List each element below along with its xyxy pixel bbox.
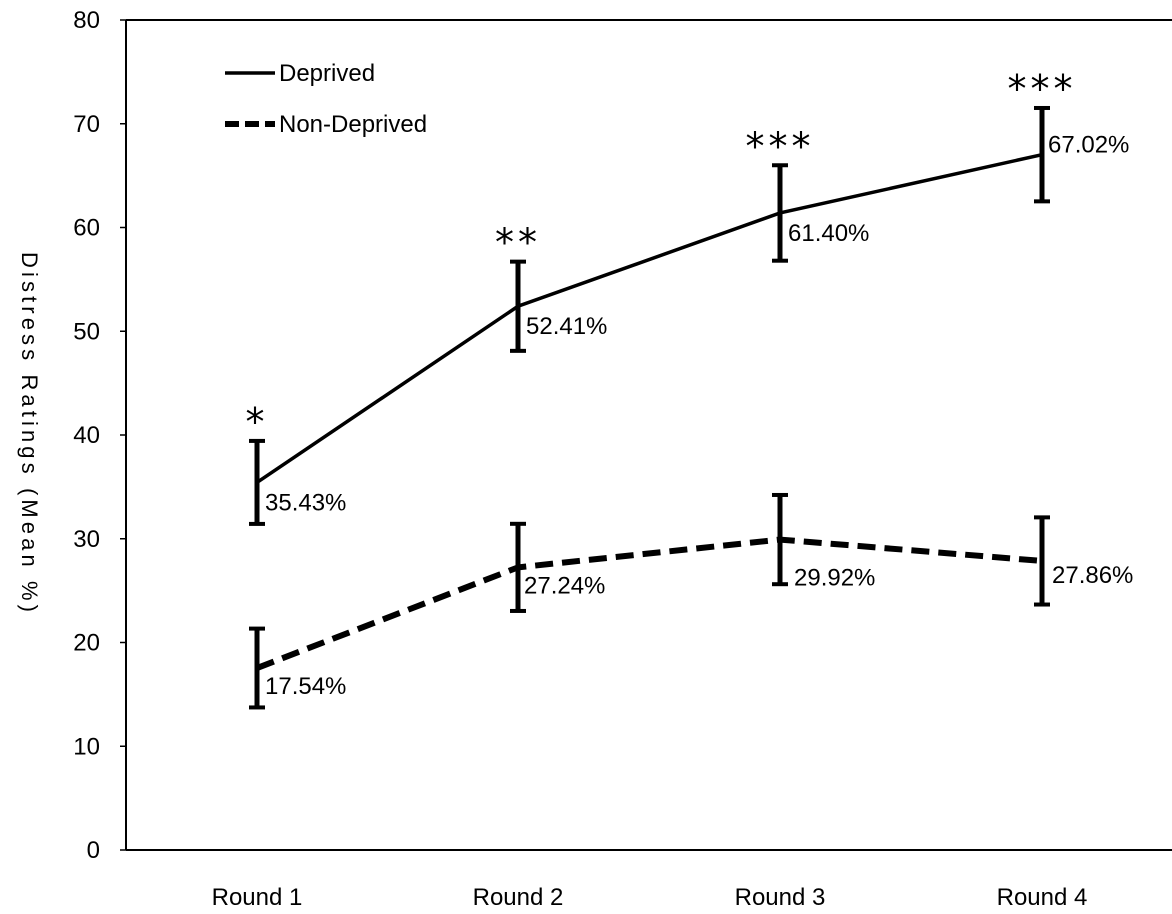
y-tick-label: 50 <box>73 318 100 345</box>
y-axis-title: Distress Ratings (Mean %) <box>17 252 42 612</box>
series-line-non-deprived <box>255 536 1043 671</box>
data-label: 52.41% <box>526 313 607 340</box>
data-point <box>255 480 259 484</box>
series-deprived: 35.43% * 52.41% ** 61.40% *** 67.02% *** <box>246 67 1129 526</box>
data-label: 29.92% <box>794 565 875 592</box>
series-non-deprived: 17.54% 27.24% 29.92% 27.86% <box>249 492 1133 710</box>
legend-label-deprived: Deprived <box>279 60 375 87</box>
data-point <box>516 565 520 569</box>
y-tick-label: 30 <box>73 526 100 553</box>
y-tick-label: 80 <box>73 7 100 34</box>
data-point <box>778 211 782 215</box>
data-label: 27.24% <box>524 572 605 599</box>
axes <box>120 19 1172 851</box>
data-label: 35.43% <box>265 489 346 516</box>
data-point <box>1040 153 1044 157</box>
data-point <box>1040 559 1044 563</box>
data-label: 27.86% <box>1052 562 1133 589</box>
series-line-deprived <box>256 152 1043 484</box>
data-label: 61.40% <box>788 220 869 247</box>
data-label: 17.54% <box>265 673 346 700</box>
data-point <box>516 304 520 308</box>
y-tick-label: 0 <box>87 837 100 864</box>
y-tick-label: 40 <box>73 422 100 449</box>
significance-marker: * <box>246 400 269 444</box>
significance-marker: *** <box>1008 67 1077 111</box>
x-category-label: Round 1 <box>212 884 303 911</box>
series-group: 35.43% * 52.41% ** 61.40% *** 67.02% *** 17.54% 2… <box>246 67 1133 710</box>
data-label: 67.02% <box>1048 132 1129 159</box>
y-tick-label: 70 <box>73 111 100 138</box>
x-category-label: Round 2 <box>473 884 564 911</box>
significance-marker: ** <box>495 221 541 265</box>
y-tick-label: 10 <box>73 733 100 760</box>
x-tick-labels: Round 1 Round 2 Round 3 Round 4 <box>212 884 1088 911</box>
legend: Deprived Non-Deprived <box>225 60 427 138</box>
x-category-label: Round 4 <box>997 884 1088 911</box>
legend-label-non-deprived: Non-Deprived <box>279 111 427 138</box>
x-category-label: Round 3 <box>735 884 826 911</box>
significance-marker: *** <box>746 124 815 168</box>
y-tick-label: 20 <box>73 630 100 657</box>
data-point <box>255 666 259 670</box>
data-point <box>778 538 782 542</box>
y-axis-label: Distress Ratings (Mean %) <box>17 252 42 612</box>
y-tick-label: 60 <box>73 215 100 242</box>
y-tick-labels: 0 10 20 30 40 50 60 70 80 <box>73 7 100 864</box>
